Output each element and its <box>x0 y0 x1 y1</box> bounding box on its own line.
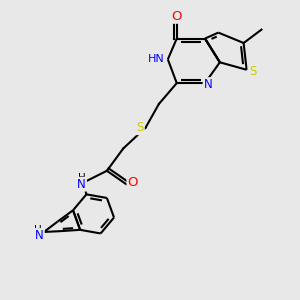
Text: H: H <box>34 225 41 235</box>
Text: N: N <box>35 229 44 242</box>
Text: O: O <box>172 10 182 23</box>
Text: N: N <box>204 78 212 91</box>
Text: N: N <box>77 178 86 191</box>
Text: HN: HN <box>148 54 164 64</box>
Text: S: S <box>136 121 144 134</box>
Text: S: S <box>249 65 256 78</box>
Text: H: H <box>78 173 86 183</box>
Text: O: O <box>128 176 138 189</box>
